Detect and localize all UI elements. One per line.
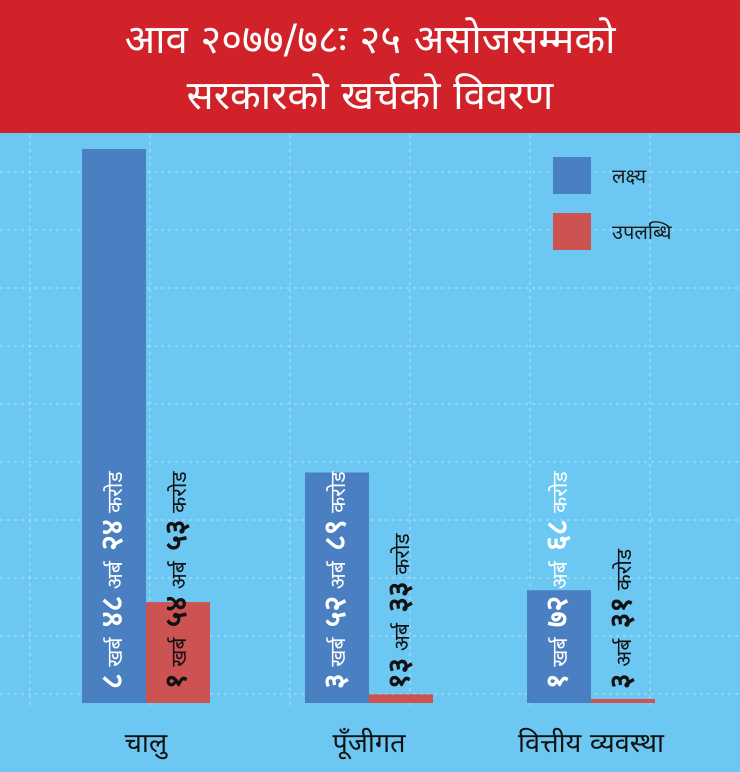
label-unit2: अर्ब <box>612 638 636 674</box>
label-unit1: खर्ब <box>103 637 127 674</box>
label-unit3: करोड <box>326 471 350 520</box>
legend-swatch-1 <box>553 213 591 250</box>
legend: लक्ष्य उपलब्धि <box>553 157 672 250</box>
bar-labels: ८ खर्ब ४८ अर्ब २४ करोड३ खर्ब ५२ अर्ब ८९ … <box>95 471 639 689</box>
achievement-label-0: १ खर्ब ५४ अर्ब ५३ करोड <box>159 471 194 689</box>
legend-swatch-0 <box>553 157 591 194</box>
label-num3: ६८ <box>540 520 575 562</box>
label-unit1: खर्ब <box>326 637 350 674</box>
category-label-0: चालु <box>125 728 168 760</box>
target-bar-0 <box>82 149 146 703</box>
category-label-1: पूँजीगत <box>333 727 407 760</box>
label-unit2: अर्ब <box>326 560 350 596</box>
label-unit1: खर्ब <box>167 637 191 674</box>
achievement-label-2: ३ अर्ब ३१ करोड <box>604 548 639 689</box>
label-num2: ५४ <box>159 596 194 638</box>
grid-lines <box>0 135 740 705</box>
label-unit3: करोड <box>167 471 191 520</box>
label-num1: १ <box>159 673 194 689</box>
achievement-bar-0 <box>146 602 210 703</box>
page-title-line2: सरकारको खर्चको विवरण <box>186 73 554 119</box>
label-num2: १३ <box>382 658 417 689</box>
label-num3: २४ <box>95 520 130 562</box>
label-unit3: करोड <box>103 471 127 520</box>
label-unit2: अर्ब <box>167 560 191 596</box>
page-title-line1: आव २०७७/७८ः २५ असोजसम्मको <box>124 17 616 63</box>
label-unit2: अर्ब <box>548 560 572 596</box>
label-num3: ३१ <box>604 597 639 639</box>
achievement-bar-1 <box>369 694 433 703</box>
category-label-2: वित्तीय व्यवस्था <box>518 727 665 759</box>
label-num2: ४८ <box>95 596 130 638</box>
category-labels: चालु पूँजीगत वित्तीय व्यवस्था <box>125 727 665 760</box>
target-label-1: ३ खर्ब ५२ अर्ब ८९ करोड <box>318 471 353 689</box>
target-label-0: ८ खर्ब ४८ अर्ब २४ करोड <box>95 471 130 689</box>
label-unit3: करोड <box>548 471 572 520</box>
label-num1: ३ <box>318 673 353 689</box>
legend-label-1: उपलब्धि <box>612 220 672 244</box>
label-unit3: करोड <box>612 548 636 597</box>
target-bar-1 <box>305 472 369 703</box>
achievement-label-1: १३ अर्ब ३३ करोड <box>382 533 417 689</box>
label-unit3: करोड <box>390 533 414 582</box>
label-num2: ७२ <box>540 596 575 638</box>
achievement-bar-2 <box>591 699 655 703</box>
bars <box>82 149 655 703</box>
label-num3: ८९ <box>318 520 353 562</box>
legend-label-0: लक्ष्य <box>612 164 646 188</box>
label-num1: १ <box>540 673 575 689</box>
target-label-2: १ खर्ब ७२ अर्ब ६८ करोड <box>540 471 575 689</box>
target-bar-2 <box>527 590 591 703</box>
header-banner: आव २०७७/७८ः २५ असोजसम्मको सरकारको खर्चको… <box>0 0 740 133</box>
label-num2: ३ <box>604 673 639 689</box>
label-num3: ५३ <box>159 520 194 562</box>
label-unit1: खर्ब <box>548 637 572 674</box>
label-unit2: अर्ब <box>390 622 414 658</box>
label-num1: ८ <box>95 673 130 689</box>
label-num3: ३३ <box>382 581 417 623</box>
label-num2: ५२ <box>318 596 353 638</box>
label-unit2: अर्ब <box>103 560 127 596</box>
